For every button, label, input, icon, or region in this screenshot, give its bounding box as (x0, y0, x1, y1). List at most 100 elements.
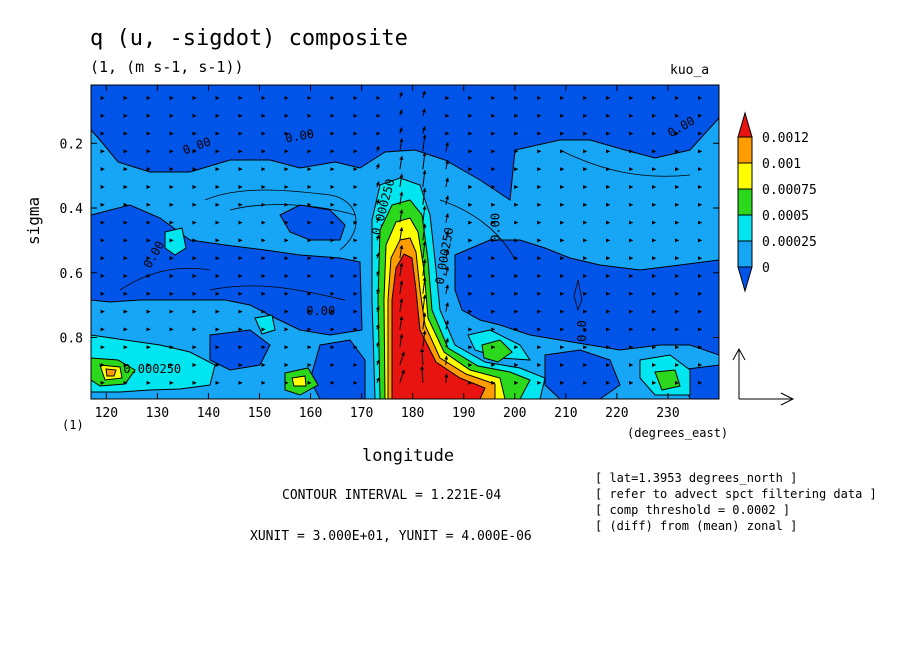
vector-arrow (399, 191, 404, 205)
dimension-label: (1) (62, 418, 84, 432)
chart-subtitle: (1, (m s-1, s-1)) (90, 58, 244, 76)
vector-arrow (422, 241, 427, 259)
vector-arrow (398, 91, 403, 99)
x-tick-label: 130 (146, 406, 169, 421)
x-tick-label: 200 (503, 406, 526, 421)
contour-label: 0.000250 (123, 362, 181, 376)
x-axis-ticks: 120 130 140 150 160 170 180 190 200 210 220 230 (95, 85, 680, 421)
contour-label: 0.00 (488, 213, 502, 242)
vector-arrow (445, 159, 450, 170)
region-green-right-plume (481, 339, 513, 363)
colorbar-box (737, 162, 753, 190)
y-axis-ticks: 0.2 0.4 0.6 0.8 (60, 137, 719, 346)
vector-arrow (399, 369, 405, 383)
x-tick-label: 140 (197, 406, 220, 421)
vector-arrow (375, 145, 380, 152)
vector-units-text: XUNIT = 3.000E+01, YUNIT = 4.000E-06 (250, 529, 532, 544)
colorbar-label: 0.0005 (762, 209, 809, 224)
vector-arrow (375, 323, 380, 330)
region-low-east (454, 239, 719, 356)
vector-arrow (422, 169, 427, 188)
y-tick-label: 0.2 (60, 137, 83, 152)
vector-arrow (399, 138, 404, 152)
region-low-bottom-right (544, 349, 621, 399)
vector-field (100, 90, 702, 385)
x-tick-label: 220 (605, 406, 628, 421)
contour-label: 0.00 (284, 127, 315, 146)
vector-arrow (399, 244, 404, 259)
note-diff: [ (diff) from (mean) zonal ] (595, 519, 798, 533)
vector-arrow (421, 126, 426, 134)
x-tick-label: 160 (299, 406, 322, 421)
vector-arrow (422, 134, 427, 152)
colorbar-label: 0.001 (762, 157, 801, 172)
vector-arrow (421, 90, 426, 99)
colorbar-label: 0.0012 (762, 131, 809, 146)
colorbar-box (737, 136, 753, 164)
x-axis-label: longitude (362, 446, 455, 466)
y-tick-label: 0.4 (60, 202, 84, 217)
colorbar-box (737, 188, 753, 216)
vector-arrow (420, 347, 425, 366)
vector-arrow (445, 248, 450, 259)
contour-lines-extra (119, 149, 691, 312)
x-axis-units: (degrees_east) (627, 426, 729, 440)
vector-arrow (422, 187, 427, 205)
x-tick-label: 150 (248, 406, 271, 421)
vector-arrow (420, 365, 425, 383)
x-tick-label: 210 (554, 406, 577, 421)
vector-reference-key (732, 347, 795, 406)
vector-arrow (399, 298, 404, 312)
vector-arrow (445, 195, 450, 205)
vector-arrow (376, 377, 380, 384)
vector-arrow (445, 177, 450, 188)
region-green-right (654, 369, 681, 391)
vector-arrow (445, 230, 450, 241)
vector-arrow (422, 205, 427, 223)
x-tick-label: 170 (350, 406, 373, 421)
vector-arrow (445, 319, 450, 330)
vector-arrow (422, 258, 427, 277)
contour-label: 0.00 (306, 304, 335, 318)
run-label: kuo_a (670, 63, 710, 78)
colorbar-top-extend (737, 111, 753, 138)
colorbar-bottom-extend (737, 266, 753, 293)
vector-arrow (422, 312, 427, 330)
contour-label: 0.0 (575, 320, 589, 342)
vector-arrow (445, 284, 450, 294)
vector-arrow (375, 199, 380, 205)
vector-arrow (399, 173, 404, 188)
note-filter: [ refer to advect spct filtering data ] (595, 487, 877, 501)
colorbar-box (737, 214, 753, 242)
vector-arrow (375, 181, 380, 188)
x-tick-label: 230 (656, 406, 679, 421)
vector-arrow (422, 152, 427, 170)
vector-arrow (444, 355, 449, 366)
contour-field (91, 85, 719, 399)
region-cyan-1 (164, 227, 187, 256)
vector-arrow (399, 262, 404, 277)
vector-arrow (422, 294, 427, 312)
x-tick-label: 120 (95, 406, 118, 421)
vector-arrow (375, 234, 380, 241)
vector-arrow (444, 373, 449, 383)
vector-arrow (375, 252, 380, 259)
plume-red (391, 253, 486, 399)
vector-arrow (399, 227, 404, 241)
vector-arrow (375, 216, 380, 223)
vector-arrow (421, 108, 426, 116)
note-threshold: [ comp threshold = 0.0002 ] (595, 503, 791, 517)
vector-arrow (422, 330, 427, 348)
vector-arrow (375, 341, 380, 348)
contour-interval-text: CONTOUR INTERVAL = 1.221E-04 (282, 488, 502, 503)
region-left-bottom-orange (105, 368, 117, 377)
vector-arrow (399, 333, 404, 348)
vector-arrow (399, 280, 404, 294)
colorbar: 0.0012 0.001 0.00075 0.0005 0.00025 0 (737, 111, 817, 293)
vector-arrow (375, 288, 380, 294)
vector-arrow (375, 305, 380, 312)
vector-arrow (422, 223, 427, 241)
vector-arrow (375, 270, 380, 277)
y-tick-label: 0.6 (60, 267, 83, 282)
